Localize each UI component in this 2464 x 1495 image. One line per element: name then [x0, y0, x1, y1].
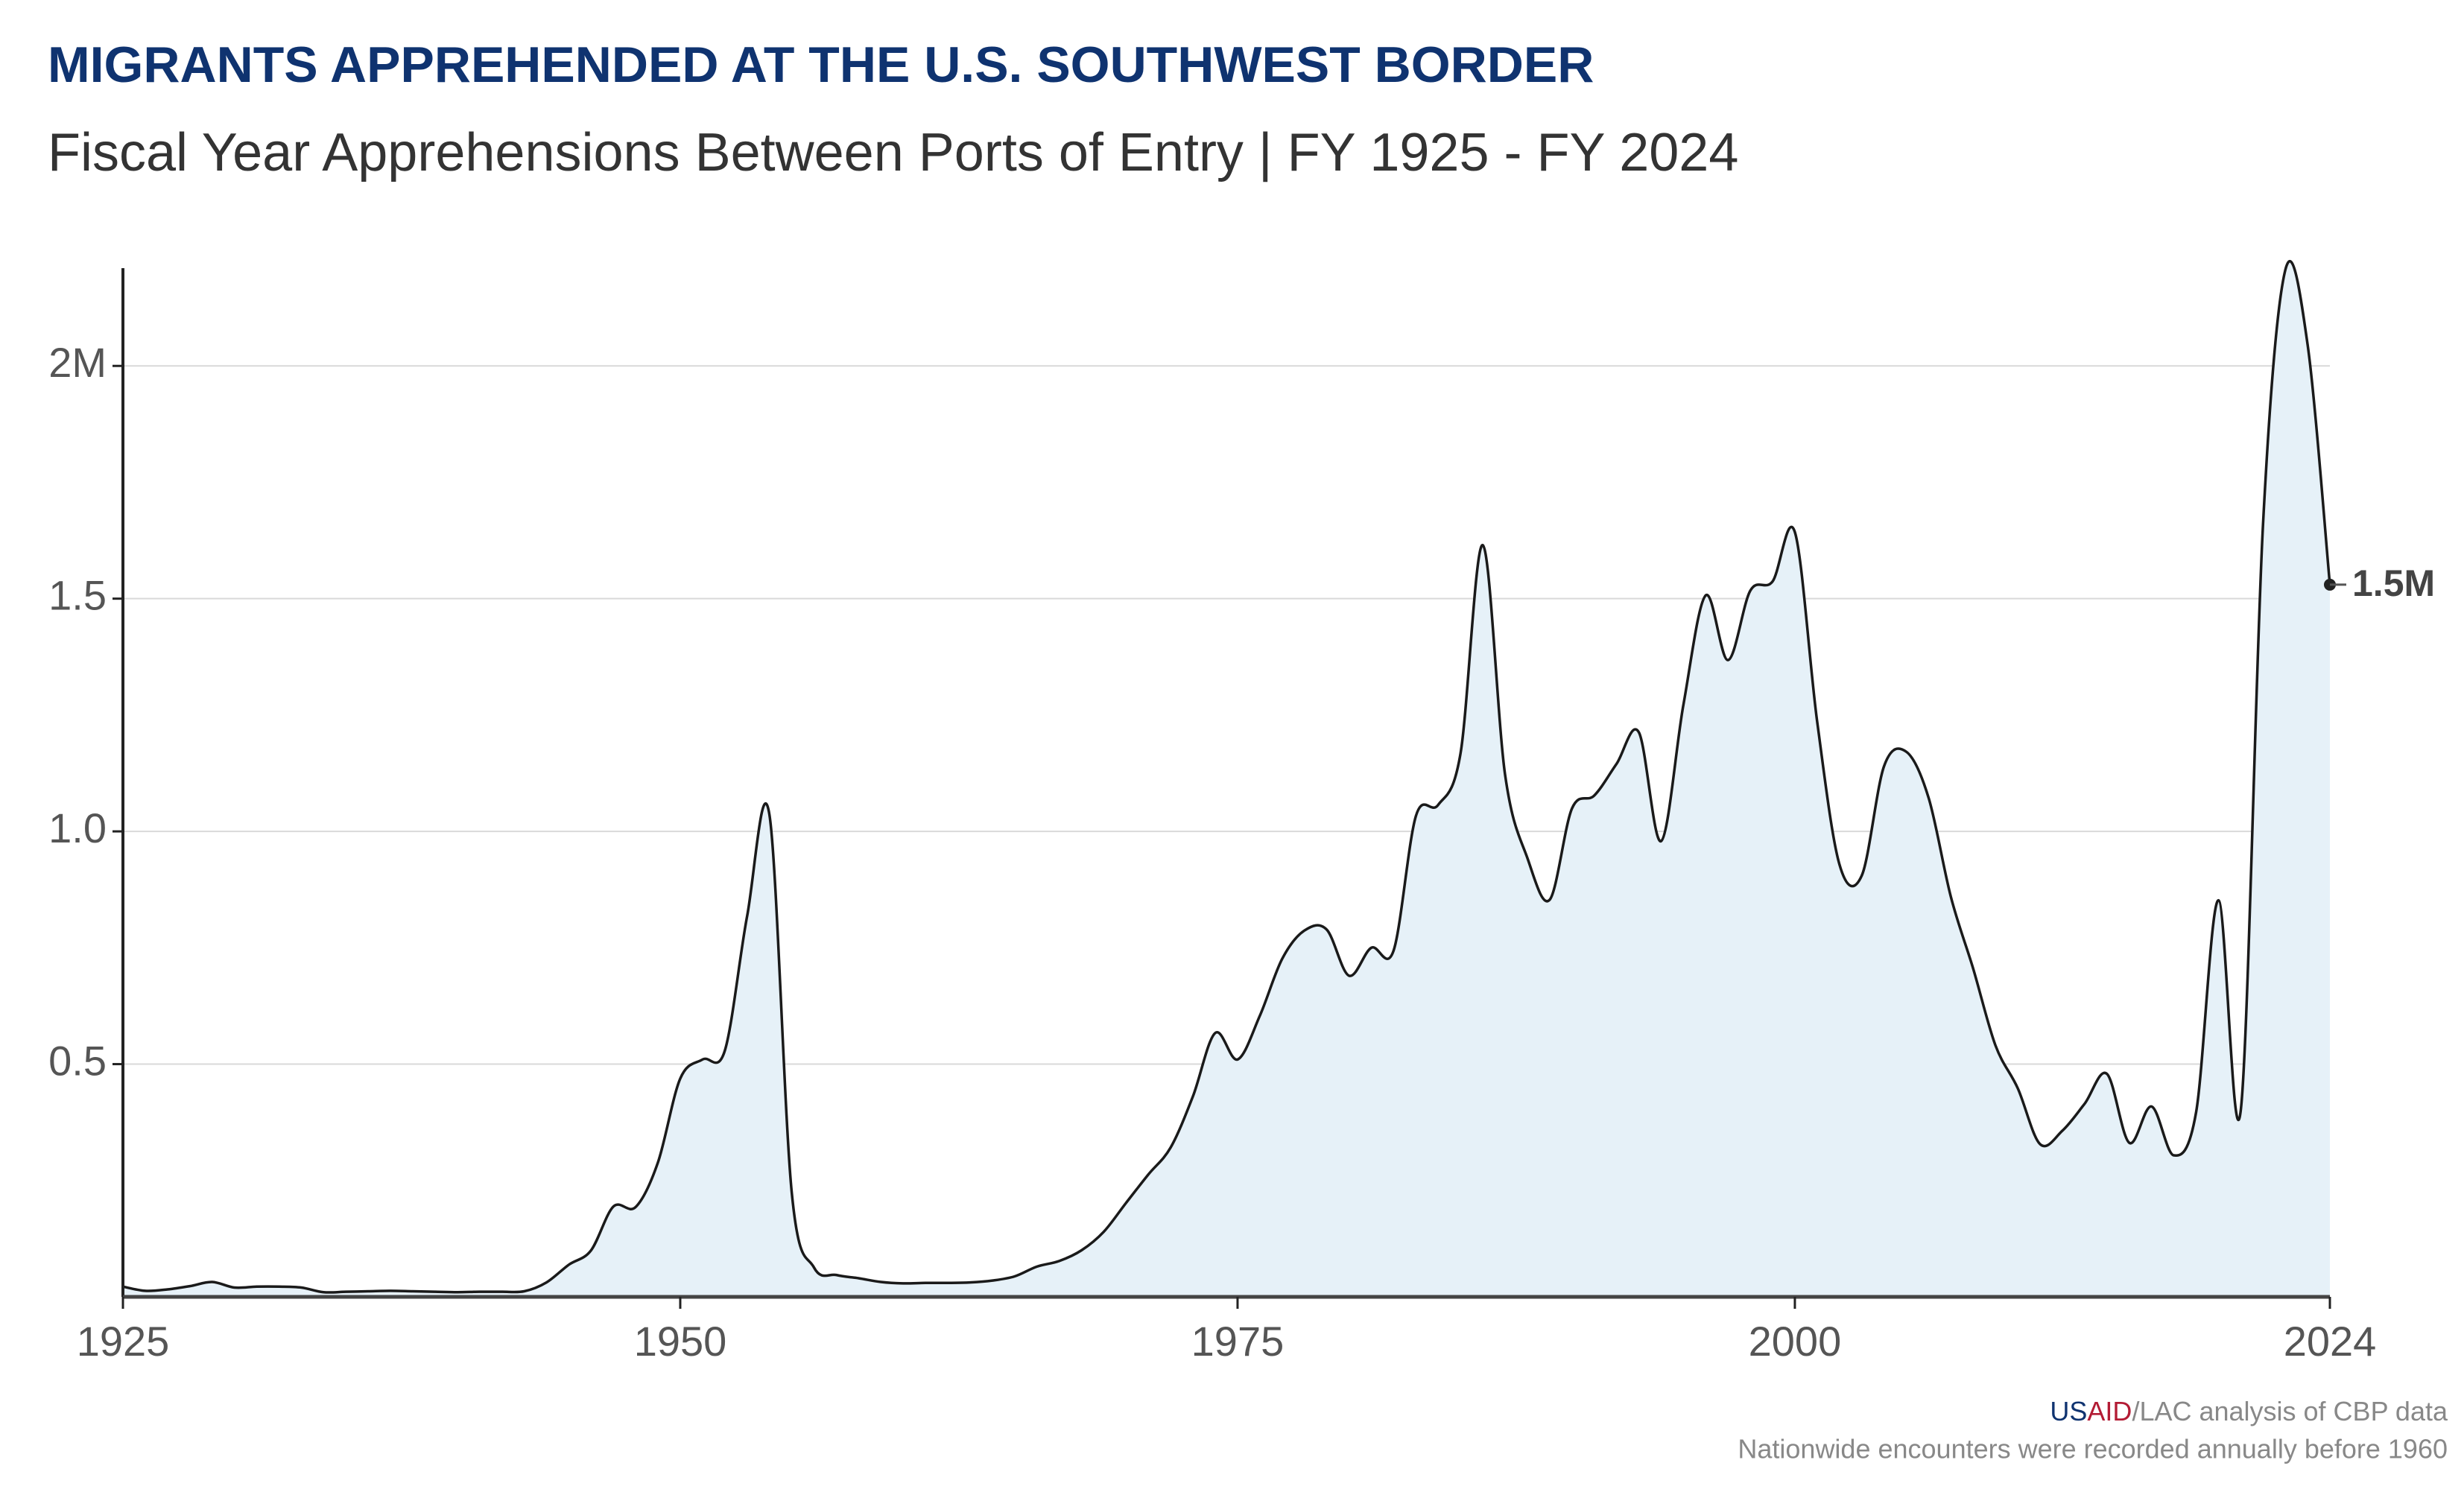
- y-tick-label: 0.5: [48, 1037, 107, 1084]
- area-fill: [123, 261, 2330, 1297]
- x-tick-label: 1950: [634, 1318, 727, 1365]
- end-label: 1.5M: [2352, 562, 2435, 604]
- x-tick-label: 1975: [1191, 1318, 1285, 1365]
- chart-title: MIGRANTS APPREHENDED AT THE U.S. SOUTHWE…: [48, 36, 1594, 93]
- note: Nationwide encounters were recorded annu…: [1738, 1434, 2448, 1464]
- y-tick-label: 1.0: [48, 804, 107, 851]
- x-tick-label: 2024: [2284, 1318, 2377, 1365]
- source-us: US: [2050, 1396, 2087, 1426]
- source: USAID/LAC analysis of CBP data: [2050, 1396, 2448, 1426]
- chart-subtitle: Fiscal Year Apprehensions Between Ports …: [48, 123, 1738, 182]
- x-tick-label: 2000: [1749, 1318, 1842, 1365]
- source-aid: AID: [2087, 1396, 2132, 1426]
- x-tick-label: 1925: [77, 1318, 170, 1365]
- y-tick-label: 2M: [48, 339, 107, 386]
- line: [122, 259, 2331, 1294]
- source-rest: /LAC analysis of CBP data: [2132, 1396, 2448, 1426]
- y-tick-label: 1.5: [48, 571, 107, 618]
